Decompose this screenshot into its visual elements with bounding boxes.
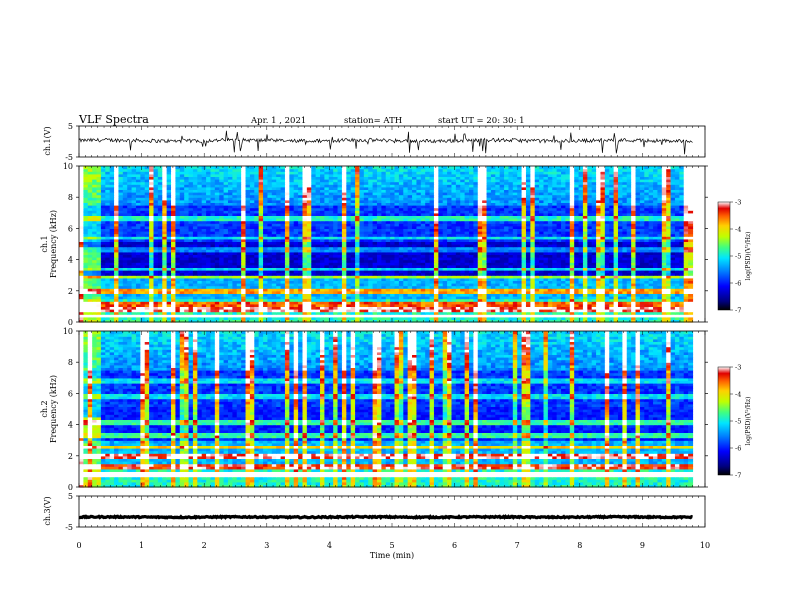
ytick-label: 6 [68,224,73,233]
ch1-spectrogram-ylabel: ch.1 Frequency (kHz) [40,210,58,278]
ch3-waveform-line [78,514,693,521]
ch1-waveform-frame [78,125,706,158]
ytick-label: 10 [63,327,73,336]
xtick-label: 0 [76,541,81,550]
xtick-label: 9 [640,541,645,550]
ch1-waveform-panel [78,125,706,158]
xtick-label: 4 [327,541,332,550]
ch3-waveform-frame [78,495,706,528]
ytick-label: -5 [65,153,73,162]
xtick-label: 7 [515,541,520,550]
ch2-spectrogram-ylabel-channel: ch.2 [40,400,49,417]
xtick-label: 6 [452,541,457,550]
date-label: Apr. 1 , 2021 [250,116,306,126]
colorbar-tick-label: -4 [735,391,741,399]
colorbar-tick-label: -4 [735,226,741,234]
ytick-label: 4 [68,421,73,430]
colorbar-tick-label: -5 [735,418,741,426]
colorbar-tick-label: -7 [735,307,741,315]
ch2-colorbar-gradient [717,366,731,476]
ytick-label: 0 [68,483,73,492]
station-label: station= ATH [344,116,402,126]
ch2-spectrogram-ylabel-frequency: Frequency (kHz) [49,375,58,443]
x-axis-label: Time (min) [370,551,414,560]
ch2-spectrogram-ylabel: ch.2 Frequency (kHz) [40,375,58,443]
ch1-spectrogram-image [79,166,694,323]
xtick-label: 5 [389,541,394,550]
start-time-label: start UT = 20: 30: 1 [438,116,525,126]
ytick-label: 2 [68,287,73,296]
ytick-label: 8 [68,193,73,202]
xtick-label: 1 [139,541,144,550]
ytick-label: 8 [68,358,73,367]
colorbar-tick-label: -6 [735,445,741,453]
ytick-label: 4 [68,256,73,265]
xtick-label: 10 [700,541,710,550]
ytick-label: 10 [63,162,73,171]
colorbar-tick-label: -7 [735,472,741,480]
xtick-label: 2 [202,541,207,550]
ytick-label: 6 [68,389,73,398]
ch3-waveform-panel [78,495,706,528]
ch2-spectrogram-image [79,331,694,488]
xtick-label: 3 [264,541,269,550]
ch1-spectrogram-ylabel-channel: ch.1 [40,235,49,252]
ch1-colorbar-label: log(PSD)(V²/Hz) [745,232,752,281]
ch1-colorbar-gradient [717,201,731,311]
ytick-label: -5 [65,523,73,532]
ch1-colorbar: log(PSD)(V²/Hz) -3 -4 -5 -6 -7 [717,199,752,315]
ytick-label: 5 [68,492,73,501]
ch2-colorbar-label: log(PSD)(V²/Hz) [745,397,752,446]
figure-title: VLF Spectra [78,113,149,126]
colorbar-tick-label: -3 [735,364,741,372]
colorbar-tick-label: -5 [735,253,741,261]
xtick-label: 8 [577,541,582,550]
ytick-label: 0 [68,318,73,327]
ch2-spectrogram-panel [78,330,706,488]
ch1-spectrogram-panel [78,165,706,323]
ch1-spectrogram-ylabel-frequency: Frequency (kHz) [49,210,58,278]
colorbar-tick-label: -3 [735,199,741,207]
ch1-waveform-ylabel: ch.1(V) [43,126,52,155]
ytick-label: 2 [68,452,73,461]
ytick-label: 5 [68,122,73,131]
ch3-waveform-ylabel: ch.3(V) [43,496,52,525]
colorbar-tick-label: -6 [735,280,741,288]
ch2-colorbar: log(PSD)(V²/Hz) -3 -4 -5 -6 -7 [717,364,752,480]
ch1-waveform-line [78,130,693,155]
